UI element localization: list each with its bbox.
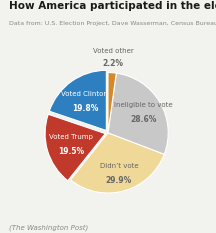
- Wedge shape: [108, 73, 168, 154]
- Text: (The Washington Post): (The Washington Post): [9, 224, 88, 231]
- Wedge shape: [45, 114, 105, 181]
- Text: Voted Trump: Voted Trump: [49, 134, 93, 140]
- Text: Data from: U.S. Election Project, Dave Wasserman, Census Bureau.: Data from: U.S. Election Project, Dave W…: [9, 21, 216, 26]
- Text: 29.9%: 29.9%: [106, 176, 132, 185]
- Wedge shape: [108, 73, 116, 133]
- Wedge shape: [49, 70, 106, 130]
- Text: 2.2%: 2.2%: [103, 59, 124, 68]
- Text: Voted other: Voted other: [93, 48, 134, 54]
- Text: How America participated in the election: How America participated in the election: [9, 1, 216, 11]
- Text: 19.8%: 19.8%: [72, 104, 98, 113]
- Text: 28.6%: 28.6%: [130, 115, 157, 124]
- Text: 19.5%: 19.5%: [58, 147, 84, 156]
- Text: Voted Clinton: Voted Clinton: [61, 91, 108, 97]
- Text: Ineligible to vote: Ineligible to vote: [114, 102, 173, 108]
- Wedge shape: [70, 133, 164, 193]
- Text: Didn’t vote: Didn’t vote: [100, 163, 138, 169]
